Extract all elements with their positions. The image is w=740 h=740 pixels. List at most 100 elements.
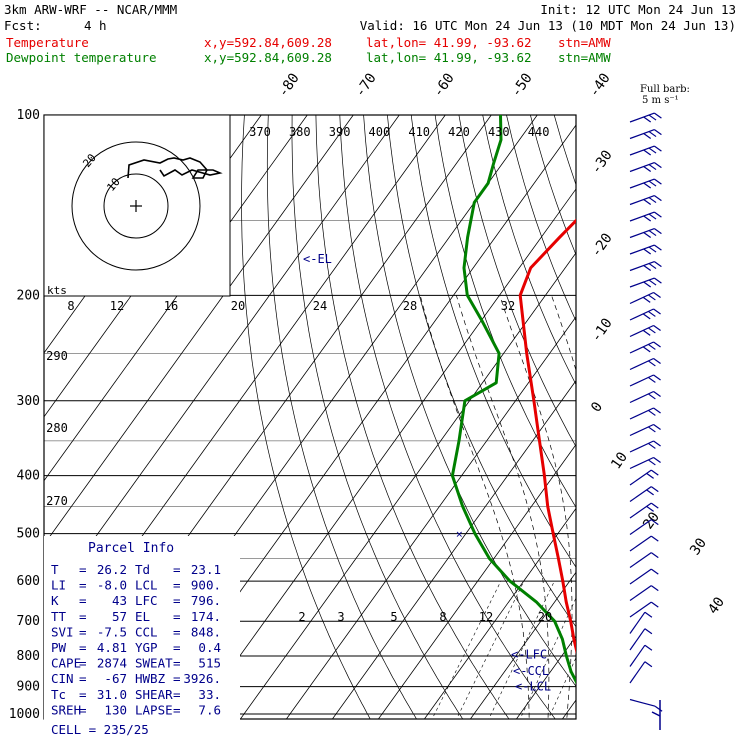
isotherm-label: 30	[687, 535, 710, 558]
mixing-ratio-label: 2	[298, 610, 305, 624]
parcel-info-value: -7.5	[97, 624, 127, 639]
speed-tick-label: 32	[501, 299, 515, 313]
wind-barb	[629, 456, 661, 470]
mixing-ratio-line	[431, 580, 502, 719]
dry-adiabat-line	[410, 115, 576, 568]
parcel-info-value: 3926.	[183, 671, 221, 686]
moist-adiabat-line	[455, 295, 550, 719]
parcel-info-cell: CELL = 235/25	[51, 722, 149, 737]
parcel-info-key: SVI	[51, 624, 74, 639]
moist-adiabat-line	[603, 295, 633, 726]
isotherm-line	[239, 252, 576, 719]
theta-label: 390	[329, 125, 351, 139]
wind-barb	[629, 519, 659, 535]
parcel-info-key: CCL	[135, 624, 158, 639]
wind-barb	[629, 291, 661, 305]
dry-adiabat-line	[458, 115, 576, 448]
wind-barb	[629, 195, 662, 206]
dry-adiabat-line	[578, 115, 740, 727]
plot-frame	[43, 114, 577, 720]
hodograph-ring	[103, 173, 169, 239]
parcel-info-key: T	[51, 562, 59, 577]
dry-adiabat-line	[241, 115, 371, 719]
level-marker-label: <-CCL	[513, 664, 549, 678]
wind-barb	[651, 711, 661, 717]
dry-adiabat-line	[721, 115, 740, 727]
pressure-tick-label: 700	[17, 614, 40, 629]
parcel-info-equals: =	[79, 624, 87, 639]
mixing-ratio-label: 5	[390, 610, 397, 624]
parcel-info-equals: =	[79, 593, 87, 608]
isotherm-label: -80	[275, 70, 303, 100]
parcel-info-title: Parcel Info	[88, 541, 174, 556]
isotherm-line	[695, 102, 740, 727]
wind-barb	[629, 644, 653, 667]
level-marker-label: <-LCL	[515, 680, 551, 694]
parcel-info-value: -67	[104, 671, 127, 686]
hodograph-ring	[71, 141, 201, 271]
isotherm-label: -60	[430, 70, 458, 100]
mixing-ratio-label: 3	[337, 610, 344, 624]
barb-legend-value: 5 m s⁻¹	[642, 95, 679, 106]
parcel-info-value: 31.0	[97, 687, 127, 702]
wind-barb	[629, 535, 659, 552]
legend-dewpoint-latlon: lat,lon= 41.99, -93.62	[366, 50, 532, 65]
isotherm-line	[285, 316, 576, 719]
isotherm-label: -30	[588, 147, 616, 177]
mixing-ratio-line	[519, 597, 576, 719]
isotherm-label: 10	[608, 449, 631, 472]
parcel-info-value: -8.0	[97, 578, 127, 593]
isotherm-line	[649, 102, 740, 727]
parcel-info-key: YGP	[135, 640, 158, 655]
isotherm-label: -40	[586, 70, 614, 100]
wind-barb	[629, 308, 661, 321]
parcel-info-equals: =	[79, 640, 87, 655]
theta-label: 440	[528, 125, 550, 139]
isotherm-label: 0	[588, 399, 606, 415]
isotherm-line	[377, 443, 576, 719]
wind-barb	[629, 469, 659, 486]
isotherm-line	[44, 115, 354, 546]
moist-adiabat-line	[419, 295, 530, 719]
wind-barb	[629, 244, 662, 255]
dry-adiabat-line	[482, 115, 576, 386]
isotherm-line	[44, 115, 400, 610]
wind-barb	[629, 390, 661, 404]
valid-time: Valid: 16 UTC Mon 24 Jun 13 (10 MDT Mon …	[359, 18, 736, 33]
wind-barb	[629, 277, 662, 288]
mixing-ratio-label: 8	[439, 610, 446, 624]
legend-temperature-name: Temperature	[6, 35, 89, 50]
temperature-profile	[518, 218, 576, 655]
forecast-hours: 4 h	[84, 18, 107, 33]
isotherm-label: -50	[508, 70, 536, 100]
parcel-info-equals: =	[173, 702, 181, 717]
pressure-tick-label: 600	[17, 574, 40, 589]
dry-adiabat-line	[291, 115, 464, 719]
parcel-info-value: 4.81	[97, 640, 127, 655]
wind-barb	[629, 211, 662, 222]
parcel-info-equals: =	[173, 640, 181, 655]
speed-tick-label: 12	[110, 299, 124, 313]
isotherm-line	[193, 188, 576, 719]
parcel-info-equals: =	[173, 671, 181, 686]
parcel-info-value: 130	[104, 702, 127, 717]
barb-legend-title: Full barb:	[640, 84, 690, 95]
parcel-info-value: 57	[112, 609, 127, 624]
parcel-info-equals: =	[79, 671, 87, 686]
dry-adiabat-line	[506, 115, 576, 322]
speed-tick-label: 28	[403, 299, 417, 313]
parcel-info-key: SREH	[51, 702, 81, 717]
dry-adiabat-line	[697, 115, 740, 727]
hodograph-units: kts	[47, 284, 67, 297]
legend-dewpoint-name: Dewpoint temperature	[6, 50, 157, 65]
dry-adiabat-line	[553, 115, 576, 186]
dry-adiabat-line	[315, 115, 510, 719]
parcel-info-value: 2874	[97, 656, 127, 671]
theta-label: 370	[249, 125, 271, 139]
wind-barb	[629, 261, 662, 272]
parcel-info-key: PW	[51, 640, 67, 655]
level-marker-label: <-EL	[303, 252, 332, 266]
parcel-info-key: LI	[51, 578, 66, 593]
parcel-info-key: LAPSE	[135, 702, 173, 717]
